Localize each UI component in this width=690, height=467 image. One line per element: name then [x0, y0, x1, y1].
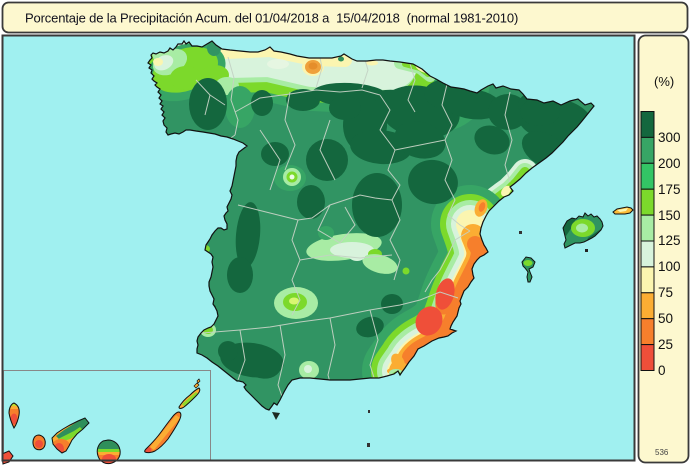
svg-text:Porcentaje de la Precipitación: Porcentaje de la Precipitación Acum. del…	[25, 11, 518, 26]
svg-text:200: 200	[658, 156, 681, 171]
svg-text:(%): (%)	[654, 74, 674, 89]
svg-text:75: 75	[658, 285, 673, 300]
svg-text:150: 150	[658, 208, 681, 223]
svg-text:50: 50	[658, 311, 673, 326]
svg-text:300: 300	[658, 130, 681, 145]
svg-text:536: 536	[655, 448, 669, 457]
svg-text:125: 125	[658, 233, 681, 248]
svg-text:100: 100	[658, 259, 681, 274]
svg-text:25: 25	[658, 337, 673, 352]
svg-text:0: 0	[658, 363, 666, 378]
svg-text:175: 175	[658, 182, 681, 197]
